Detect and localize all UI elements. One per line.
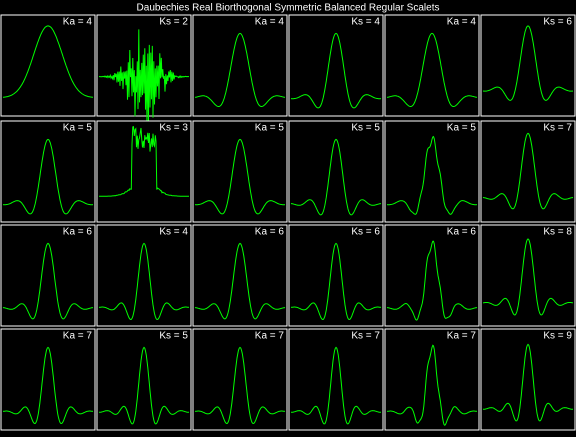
curve: [194, 346, 286, 425]
panel: [480, 14, 576, 117]
panel-label: Ks = 7: [543, 123, 572, 134]
panel-label: Ka = 7: [255, 331, 285, 342]
panel: [192, 224, 288, 327]
curve: [2, 138, 94, 215]
panel: [480, 224, 576, 327]
curve: [194, 242, 286, 320]
panel-label: Ka = 5: [255, 123, 285, 134]
panel-label: Ks = 4: [159, 227, 188, 238]
panel-label: Ka = 4: [63, 17, 93, 28]
curve: [290, 32, 382, 109]
curve: [482, 132, 574, 210]
panel-label: Ks = 5: [351, 123, 380, 134]
curve: [2, 242, 94, 320]
panel-label: Ka = 4: [447, 17, 477, 28]
curve: [290, 242, 382, 321]
panel-label: Ks = 8: [543, 227, 572, 238]
curve: [386, 32, 478, 107]
panel: [0, 14, 96, 117]
panel-label: Ks = 5: [159, 331, 188, 342]
curve: [386, 344, 478, 427]
panel: [192, 120, 288, 223]
panel-label: Ka = 6: [447, 227, 477, 238]
curve: [386, 135, 478, 215]
panel-label: Ks = 6: [351, 227, 380, 238]
panel: [0, 328, 96, 431]
curve: [194, 138, 286, 215]
panel-label: Ka = 4: [255, 17, 285, 28]
panel-label: Ka = 6: [63, 227, 93, 238]
curve: [98, 242, 190, 321]
panel-label: Ks = 6: [543, 17, 572, 28]
panel-label: Ks = 2: [159, 17, 188, 28]
panel: [288, 224, 384, 327]
panel-label: Ka = 7: [63, 331, 93, 342]
panel: [384, 224, 480, 327]
curve: [482, 238, 574, 316]
curve: [194, 32, 286, 107]
panel: [192, 14, 288, 117]
panel: [288, 328, 384, 431]
panel-label: Ka = 7: [447, 331, 477, 342]
panel: [96, 120, 192, 223]
panel: [384, 120, 480, 223]
panel-label: Ka = 5: [63, 123, 93, 134]
panel: [288, 120, 384, 223]
panel: [96, 224, 192, 327]
panel: [288, 14, 384, 117]
panel-label: Ks = 9: [543, 331, 572, 342]
curve: [291, 346, 381, 425]
panel-label: Ks = 4: [351, 17, 380, 28]
panel-label: Ks = 7: [351, 331, 380, 342]
curve: [2, 346, 94, 425]
curve: [290, 138, 382, 216]
panel-label: Ks = 3: [159, 123, 188, 134]
panel: [192, 328, 288, 431]
curve: [483, 343, 573, 422]
panel: [480, 120, 576, 223]
panel: [96, 328, 192, 431]
panel: [480, 328, 576, 431]
panel-label: Ka = 6: [255, 227, 285, 238]
panel: [384, 328, 480, 431]
curve: [98, 29, 190, 126]
curve: [99, 346, 189, 425]
figure-title: Daubechies Real Biorthogonal Symmetric B…: [137, 3, 440, 14]
panel-label: Ka = 5: [447, 123, 477, 134]
curve: [482, 25, 574, 101]
panel: [0, 224, 96, 327]
curve: [99, 126, 189, 197]
panel: [0, 120, 96, 223]
curve: [386, 240, 478, 321]
panel: [384, 14, 480, 117]
curve: [2, 25, 94, 98]
